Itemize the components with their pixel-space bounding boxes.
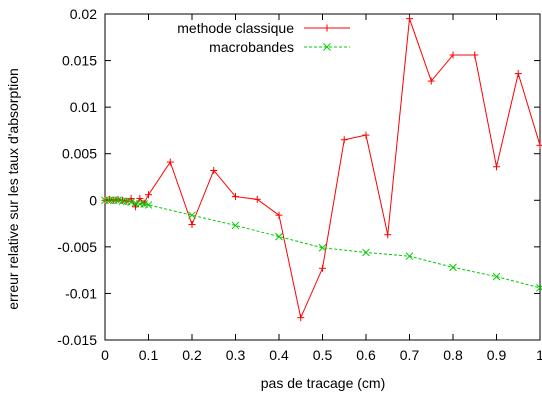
data-point-0 bbox=[406, 15, 413, 23]
x-tick-label: 0.3 bbox=[226, 347, 246, 363]
legend: methode classique macrobandes bbox=[177, 20, 350, 55]
data-point-0 bbox=[210, 166, 218, 174]
y-tick-label: 0.005 bbox=[62, 146, 97, 162]
data-point-0 bbox=[188, 221, 196, 229]
data-point-0 bbox=[471, 51, 479, 59]
series-lines bbox=[104, 18, 541, 320]
x-tick-label: 1 bbox=[536, 347, 542, 363]
data-point-1 bbox=[492, 272, 501, 281]
data-point-0 bbox=[145, 191, 152, 199]
data-point-0 bbox=[340, 136, 348, 144]
legend-label-1: macrobandes bbox=[209, 39, 294, 55]
legend-marker-0 bbox=[323, 24, 331, 32]
y-tick-label: -0.005 bbox=[57, 239, 97, 255]
data-point-0 bbox=[253, 195, 261, 203]
x-tick-label: 0.5 bbox=[313, 347, 333, 363]
y-tick-label: 0.02 bbox=[70, 6, 97, 22]
data-point-0 bbox=[384, 231, 392, 239]
data-point-1 bbox=[536, 283, 542, 292]
data-point-1 bbox=[318, 243, 327, 252]
x-tick-label: 0.7 bbox=[400, 347, 420, 363]
data-point-1 bbox=[362, 248, 370, 257]
y-tick-label: 0.015 bbox=[62, 53, 97, 69]
data-point-0 bbox=[131, 203, 139, 211]
y-tick-label: 0 bbox=[89, 192, 97, 208]
x-tick-label: 0.4 bbox=[269, 347, 289, 363]
data-point-0 bbox=[493, 163, 500, 171]
data-point-0 bbox=[297, 314, 305, 322]
x-tick-label: 0.2 bbox=[182, 347, 202, 363]
y-tick-label: -0.01 bbox=[65, 285, 97, 301]
x-tick-label: 0.1 bbox=[139, 347, 159, 363]
tick-marks bbox=[104, 13, 541, 341]
data-point-0 bbox=[166, 158, 174, 166]
y-tick-label: -0.015 bbox=[57, 332, 97, 348]
data-point-1 bbox=[449, 263, 457, 272]
data-point-0 bbox=[362, 131, 370, 139]
data-point-1 bbox=[231, 221, 240, 230]
legend-label-0: methode classique bbox=[177, 20, 294, 36]
data-point-0 bbox=[514, 70, 522, 78]
y-tick-label: 0.01 bbox=[70, 99, 97, 115]
y-axis-label: erreur relative sur les taux d'absorptio… bbox=[5, 68, 21, 310]
data-point-0 bbox=[127, 194, 135, 202]
data-point-0 bbox=[449, 51, 457, 59]
series-line-1 bbox=[105, 199, 541, 289]
data-point-0 bbox=[275, 211, 283, 219]
data-point-0 bbox=[536, 141, 542, 149]
data-point-1 bbox=[275, 232, 283, 241]
data-point-0 bbox=[319, 264, 326, 272]
data-point-1 bbox=[144, 201, 153, 209]
x-axis-label: pas de tracage (cm) bbox=[261, 375, 386, 391]
data-point-0 bbox=[427, 77, 435, 85]
x-tick-label: 0.8 bbox=[443, 347, 463, 363]
legend-marker-1 bbox=[323, 43, 331, 51]
axes bbox=[104, 13, 541, 341]
x-tick-label: 0.6 bbox=[356, 347, 376, 363]
data-point-0 bbox=[105, 195, 113, 203]
series-line-0 bbox=[104, 18, 541, 320]
series-markers bbox=[101, 15, 542, 322]
x-tick-label: 0 bbox=[101, 347, 109, 363]
data-point-0 bbox=[232, 193, 239, 201]
x-tick-label: 0.9 bbox=[487, 347, 507, 363]
data-point-0 bbox=[136, 194, 144, 202]
tick-labels: 0 0.1 0.2 0.3 0.4 0.5 0.6 0.7 0.8 0.9 1 -0.015 -0.01… bbox=[57, 6, 542, 363]
data-point-1 bbox=[405, 252, 414, 261]
data-point-1 bbox=[188, 211, 196, 220]
data-point-0 bbox=[118, 196, 126, 204]
plot-frame bbox=[104, 13, 541, 341]
